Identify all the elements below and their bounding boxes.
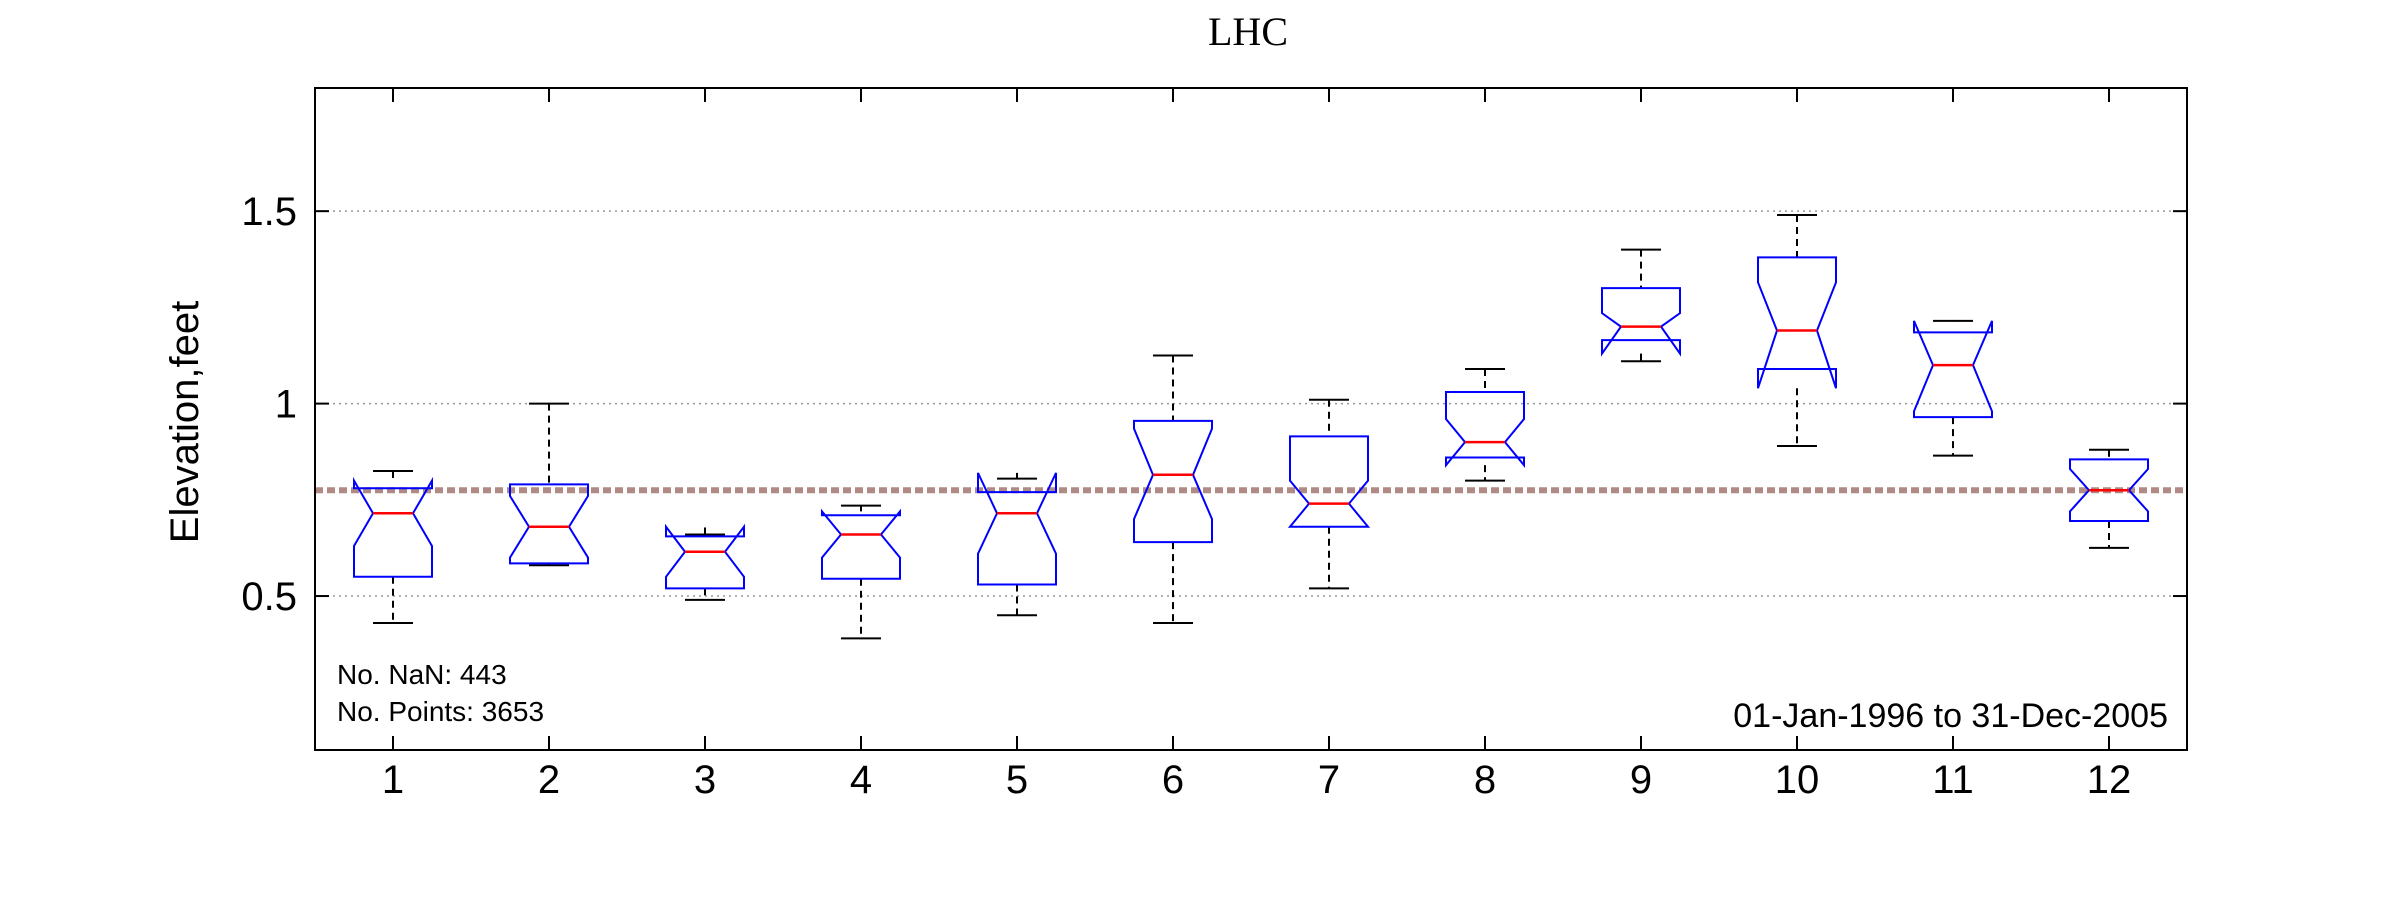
notched-box [509,483,589,565]
notched-box [977,472,1057,586]
box-1 [353,469,433,624]
x-tick-label: 5 [1006,758,1028,802]
notched-box [1445,391,1525,468]
x-tick-label: 3 [694,758,716,802]
x-tick-label: 6 [1162,758,1184,802]
box-10 [1757,214,1837,447]
box-3 [665,523,745,601]
boxes-group [353,214,2149,640]
notched-box [1287,435,1371,528]
grid-lines [315,210,2187,597]
box-9 [1601,248,1681,363]
box-4 [821,504,901,640]
x-tick-label: 8 [1474,758,1496,802]
notched-box [665,523,745,590]
x-tick-label: 1 [382,758,404,802]
notched-box [353,476,433,578]
notched-box [1757,256,1837,389]
notched-box [1601,287,1681,357]
x-tick-label: 2 [538,758,560,802]
x-tick-label: 11 [1932,758,1974,802]
notched-box [1133,419,1213,544]
x-tick-label: 12 [2087,758,2132,802]
nan-count-label: No. NaN: 443 [337,659,507,690]
x-tick-label: 7 [1318,758,1340,802]
x-tick-label: 10 [1775,758,1820,802]
chart-title: LHC [1208,9,1288,54]
point-count-label: No. Points: 3653 [337,696,544,727]
notched-box [2069,458,2149,522]
date-range-label: 01-Jan-1996 to 31-Dec-2005 [1733,697,2168,735]
box-8 [1445,367,1525,482]
box-11 [1913,319,1993,457]
ticks-group: 0.511.51 2 3 4 5 6 7 8 9 10 11 12 [241,88,2187,802]
box-5 [977,472,1057,617]
plot-frame [314,87,2188,751]
y-tick-label: 0.5 [241,575,297,619]
y-tick-label: 1.5 [241,190,297,234]
x-tick-label: 4 [850,758,872,802]
x-tick-label: 9 [1630,758,1652,802]
notched-box [1913,320,1993,419]
box-7 [1287,398,1371,590]
notched-box [821,508,901,580]
y-tick-label: 1 [275,383,297,427]
box-2 [509,402,589,567]
y-axis-label: Elevation,feet [163,301,207,543]
box-6 [1133,354,1213,624]
box-12 [2069,448,2149,549]
